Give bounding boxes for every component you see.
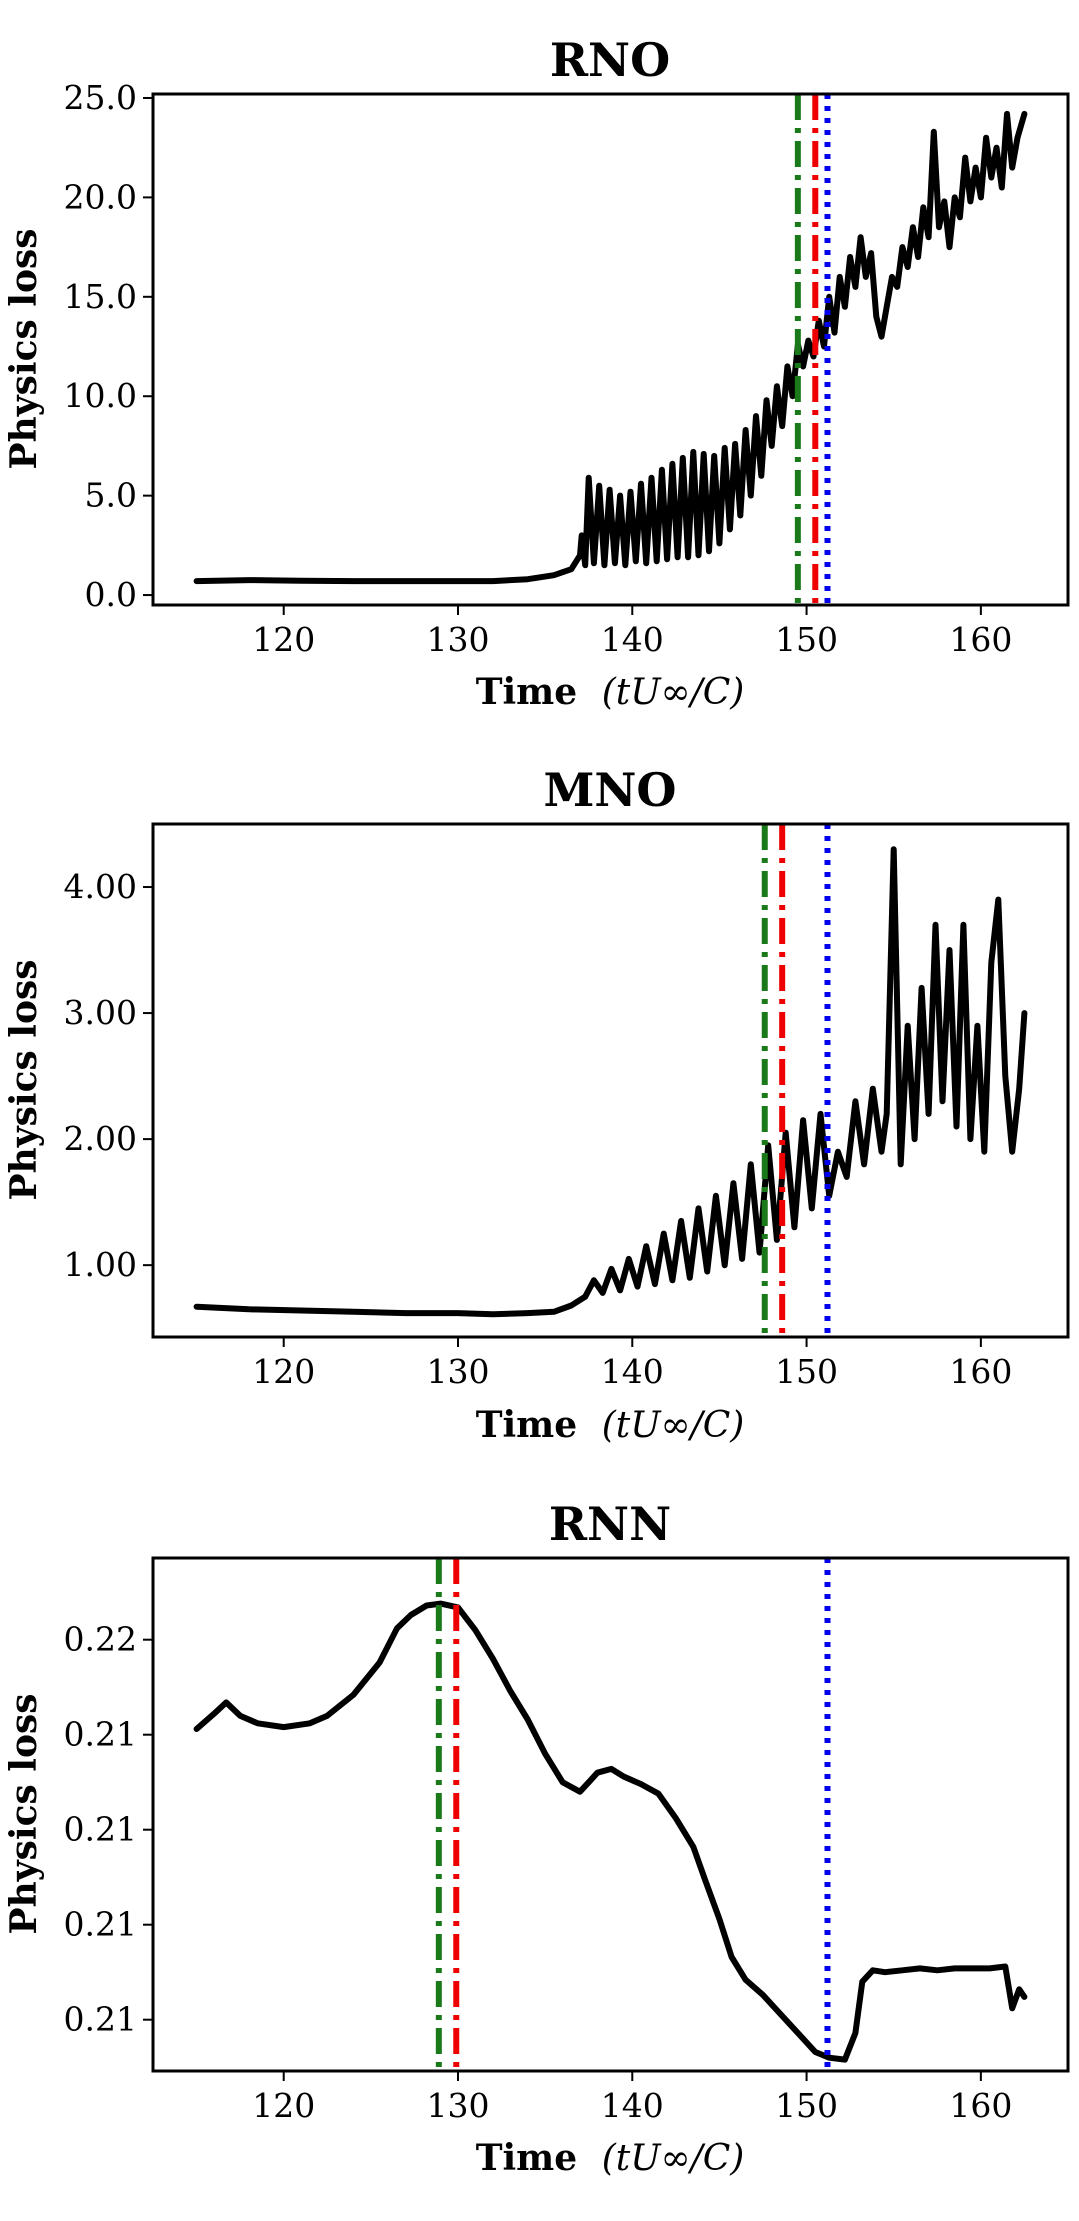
tick-group: 120 130 140 150 160 0.21 0.21 0.21 0.21 0.22	[64, 1620, 1013, 2125]
x-axis-label: Time (tU∞/C)	[476, 1404, 745, 1446]
series-line-physics-loss	[193, 1600, 1028, 2063]
panel-rno: RNO 120 130 140 150 160 0.0 5.0 10.0 15.0 20.0 25.…	[3, 33, 1070, 713]
y-tick-label: 0.21	[64, 2000, 137, 2039]
x-tick-label: 130	[427, 2086, 490, 2125]
x-axis-label-text: Time	[476, 2137, 577, 2179]
chart-title: RNO	[550, 33, 670, 87]
y-axis-label: Physics loss	[3, 1693, 45, 1934]
plot-area	[193, 824, 1028, 1337]
y-tick-label: 25.0	[64, 78, 137, 117]
y-tick-label: 0.22	[64, 1620, 137, 1659]
x-tick-label: 150	[775, 2086, 838, 2125]
y-tick-label: 0.21	[64, 1905, 137, 1944]
y-tick-label: 0.0	[85, 575, 137, 614]
x-axis-label-text: Time	[476, 1404, 577, 1446]
x-tick-label: 150	[775, 620, 838, 659]
axes-frame	[151, 822, 1070, 1339]
x-tick-label: 120	[252, 2086, 315, 2125]
x-tick-label: 140	[601, 2086, 664, 2125]
chart-title: RNN	[549, 1497, 671, 1551]
panel-rnn: RNN 120 130 140 150 1600.210.210.210.210.22 …	[3, 1497, 1070, 2179]
x-axis-label: Time (tU∞/C)	[476, 2137, 745, 2179]
x-tick-label: 130	[427, 620, 490, 659]
x-tick-label: 140	[601, 1352, 664, 1391]
y-tick-label: 3.00	[64, 993, 137, 1032]
plot-area	[193, 1558, 1028, 2071]
y-tick-label: 15.0	[64, 277, 137, 316]
y-axis-label: Physics loss	[3, 959, 45, 1200]
x-tick-label: 160	[949, 2086, 1012, 2125]
y-tick-label: 20.0	[64, 177, 137, 216]
y-tick-label: 5.0	[85, 476, 137, 515]
axes-frame	[151, 1556, 1070, 2073]
y-tick-label: 0.21	[64, 1810, 137, 1849]
x-axis-label-units: (tU∞/C)	[602, 2138, 745, 2179]
y-tick-label: 10.0	[64, 376, 137, 415]
x-axis-label-units: (tU∞/C)	[602, 672, 745, 713]
chart-title: MNO	[543, 763, 676, 817]
axes-frame	[151, 92, 1070, 607]
series-line-physics-loss	[193, 110, 1028, 585]
plot-area	[193, 94, 1028, 605]
x-tick-label: 130	[427, 1352, 490, 1391]
y-tick-label: 2.00	[64, 1119, 137, 1158]
series-line-physics-loss	[193, 846, 1028, 1318]
x-tick-label: 160	[949, 620, 1012, 659]
x-tick-label: 140	[601, 620, 664, 659]
tick-group: 120 130 140 150 160 0.0 5.0 10.0 15.0 20.0 25.0	[64, 78, 1013, 659]
x-axis-label-text: Time	[476, 671, 577, 713]
x-axis-label-units: (tU∞/C)	[602, 1405, 745, 1446]
y-tick-label: 1.00	[64, 1245, 137, 1284]
y-axis-label: Physics loss	[3, 228, 45, 469]
y-tick-label: 4.00	[64, 867, 137, 906]
y-tick-label: 0.21	[64, 1715, 137, 1754]
x-axis-label: Time (tU∞/C)	[476, 671, 745, 713]
panel-mno: MNO 120 130 140 150 160 1.00 2.00 3.00 4.00 Time…	[3, 763, 1070, 1446]
x-tick-label: 120	[252, 620, 315, 659]
x-tick-label: 150	[775, 1352, 838, 1391]
x-tick-label: 120	[252, 1352, 315, 1391]
tick-group: 120 130 140 150 160 1.00 2.00 3.00 4.00	[64, 867, 1013, 1391]
x-tick-label: 160	[949, 1352, 1012, 1391]
